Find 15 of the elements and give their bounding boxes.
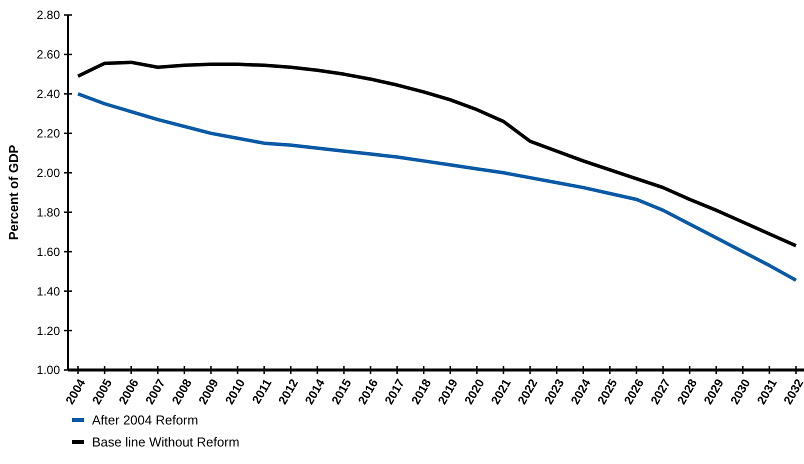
y-tick-label: 2.00	[36, 166, 60, 180]
y-tick-label: 2.40	[36, 87, 60, 102]
y-tick-label: 2.80	[36, 8, 60, 22]
y-axis-title: Percent of GDP	[6, 144, 21, 240]
y-tick-label: 1.60	[36, 244, 60, 259]
legend-label: After 2004 Reform	[92, 412, 198, 428]
y-tick-label: 1.00	[36, 363, 60, 378]
line-series	[76, 60, 798, 248]
legend-label: Base line Without Reform	[92, 434, 240, 450]
y-tick-label: 2.20	[36, 126, 60, 141]
y-tick-label: 1.40	[36, 284, 60, 298]
line-series	[76, 92, 798, 282]
y-tick-label: 1.20	[36, 324, 60, 338]
y-tick-label: 1.80	[36, 205, 60, 220]
y-tick-label: 2.60	[36, 48, 60, 62]
